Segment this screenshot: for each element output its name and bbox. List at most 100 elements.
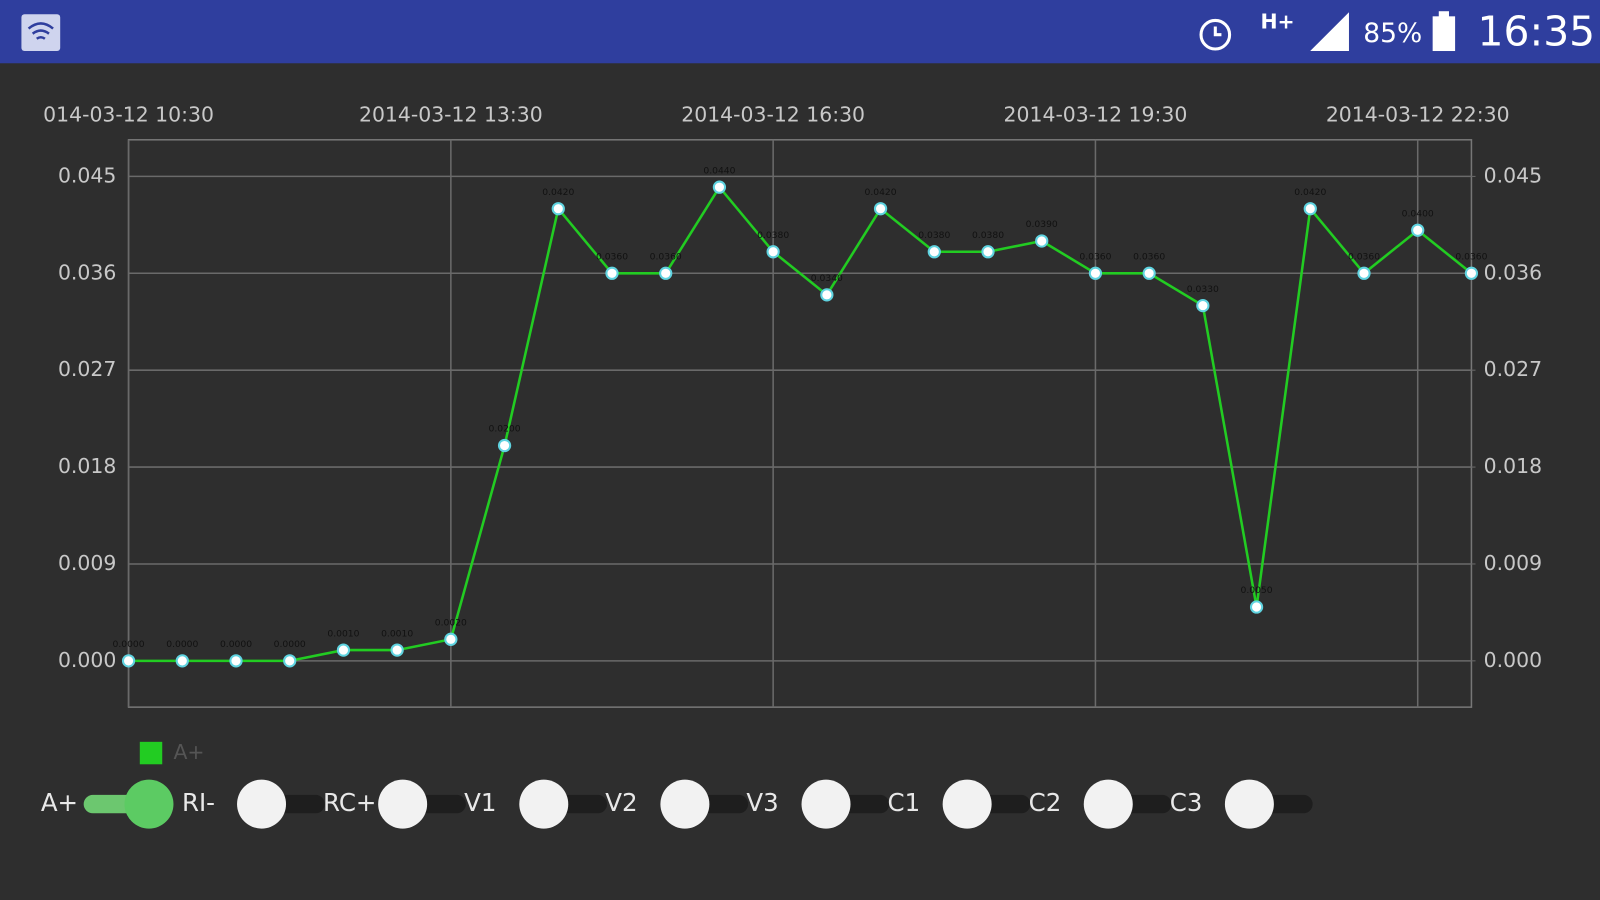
data-label: 0.0010 bbox=[381, 628, 413, 639]
toggle[interactable]: RI- bbox=[182, 779, 325, 829]
data-label: 0.0400 bbox=[1402, 208, 1434, 219]
status-bar bbox=[0, 0, 1600, 64]
data-label: 0.0360 bbox=[650, 251, 682, 262]
data-point bbox=[659, 266, 673, 280]
y2-tick-label: 0.036 bbox=[1484, 260, 1542, 284]
x-tick-label: 2014-03-12 22:30 bbox=[1326, 102, 1510, 126]
toggle-label[interactable]: C1 bbox=[888, 788, 921, 817]
toggle-label[interactable]: V3 bbox=[746, 788, 778, 817]
data-label: 0.0010 bbox=[327, 628, 359, 639]
toggle-thumb[interactable] bbox=[660, 779, 710, 829]
data-label: 0.0340 bbox=[811, 273, 843, 284]
data-point bbox=[1303, 202, 1317, 216]
toggle-thumb[interactable] bbox=[1083, 779, 1133, 829]
toggle-label[interactable]: RI- bbox=[182, 788, 215, 817]
data-point bbox=[1464, 266, 1479, 280]
toggle-label[interactable]: A+ bbox=[41, 788, 78, 817]
alarm-icon bbox=[1199, 18, 1232, 51]
data-label: 0.0200 bbox=[489, 424, 521, 435]
signal-icon bbox=[1310, 12, 1349, 52]
data-label: 0.0420 bbox=[865, 187, 897, 198]
app-icon bbox=[21, 14, 61, 52]
toggle-label[interactable]: V2 bbox=[605, 788, 637, 817]
y2-tick-label: 0.027 bbox=[1484, 357, 1542, 381]
chart: 0.000 0.009 0.018 0.027 0.036 0.045 0.000 0.009… bbox=[43, 102, 1542, 765]
data-point bbox=[605, 266, 619, 280]
legend-swatch bbox=[139, 741, 163, 765]
toggle[interactable]: V1 bbox=[464, 779, 608, 829]
data-point bbox=[1411, 223, 1425, 237]
toggle[interactable]: A+ bbox=[41, 779, 174, 829]
data-label: 0.0330 bbox=[1187, 284, 1219, 295]
data-label: 0.0000 bbox=[113, 639, 145, 650]
data-point bbox=[497, 438, 512, 453]
toggle-thumb[interactable] bbox=[124, 779, 174, 829]
clock: 16:35 bbox=[1478, 8, 1596, 56]
data-point bbox=[175, 654, 189, 668]
data-point bbox=[1035, 234, 1049, 248]
y2-tick-label: 0.018 bbox=[1484, 454, 1542, 478]
data-point bbox=[712, 180, 727, 194]
data-point bbox=[551, 202, 565, 216]
toggle-label[interactable]: C3 bbox=[1170, 788, 1203, 817]
data-label: 0.0360 bbox=[596, 251, 628, 262]
data-label: 0.0380 bbox=[972, 230, 1004, 241]
x-tick-label: 2014-03-12 13:30 bbox=[359, 102, 543, 126]
data-point bbox=[121, 654, 136, 668]
toggle-label[interactable]: C2 bbox=[1029, 788, 1062, 817]
data-label: 0.0000 bbox=[274, 639, 306, 650]
data-label: 0.0000 bbox=[166, 639, 198, 650]
data-point bbox=[1088, 266, 1103, 280]
data-label: 0.0380 bbox=[918, 230, 950, 241]
data-label: 0.0020 bbox=[435, 617, 467, 628]
data-label: 0.0360 bbox=[1079, 251, 1111, 262]
data-label: 0.0360 bbox=[1348, 251, 1380, 262]
toggle-label[interactable]: RC+ bbox=[323, 788, 376, 817]
y-tick-label: 0.036 bbox=[58, 260, 116, 284]
data-line bbox=[128, 184, 1473, 663]
y2-tick-label: 0.009 bbox=[1484, 551, 1542, 575]
toggle-thumb[interactable] bbox=[942, 779, 992, 829]
data-point bbox=[1196, 298, 1210, 313]
toggle-thumb[interactable] bbox=[519, 779, 569, 829]
data-point bbox=[1357, 266, 1371, 280]
toggle-thumb[interactable] bbox=[1224, 779, 1274, 829]
data-label: 0.0360 bbox=[1455, 251, 1487, 262]
toggle[interactable]: RC+ bbox=[323, 779, 466, 829]
data-label: 0.0420 bbox=[542, 187, 574, 198]
toggle[interactable]: C1 bbox=[888, 779, 1031, 829]
toggle-thumb[interactable] bbox=[801, 779, 851, 829]
y-tick-label: 0.018 bbox=[58, 454, 116, 478]
toggle-thumb[interactable] bbox=[378, 779, 428, 829]
data-point bbox=[229, 654, 243, 668]
y2-tick-label: 0.000 bbox=[1484, 648, 1542, 672]
data-point bbox=[336, 643, 351, 657]
data-point bbox=[927, 245, 941, 259]
data-label: 0.0420 bbox=[1294, 187, 1326, 198]
data-label: 0.0390 bbox=[1026, 219, 1058, 230]
data-label: 0.0050 bbox=[1241, 585, 1273, 596]
data-point bbox=[820, 288, 834, 302]
data-point bbox=[1249, 600, 1264, 614]
data-label: 0.0380 bbox=[757, 230, 789, 241]
toggle[interactable]: V3 bbox=[746, 779, 890, 829]
network-type: H+ bbox=[1260, 9, 1294, 33]
y-tick-label: 0.045 bbox=[58, 163, 116, 187]
alarm-hands bbox=[1213, 26, 1222, 37]
toggle[interactable]: C2 bbox=[1029, 779, 1172, 829]
y-tick-label: 0.027 bbox=[58, 357, 116, 381]
data-label: 0.0440 bbox=[703, 165, 735, 176]
data-label: 0.0360 bbox=[1133, 251, 1165, 262]
battery-icon bbox=[1432, 16, 1456, 52]
y-tick-label: 0.009 bbox=[58, 551, 116, 575]
toggle[interactable]: V2 bbox=[605, 779, 749, 829]
y-tick-label: 0.000 bbox=[58, 648, 116, 672]
toggle-label[interactable]: V1 bbox=[464, 788, 496, 817]
data-point bbox=[873, 202, 888, 216]
toggle-thumb[interactable] bbox=[237, 779, 287, 829]
toggle[interactable]: C3 bbox=[1170, 779, 1313, 829]
legend-label: A+ bbox=[173, 740, 204, 764]
